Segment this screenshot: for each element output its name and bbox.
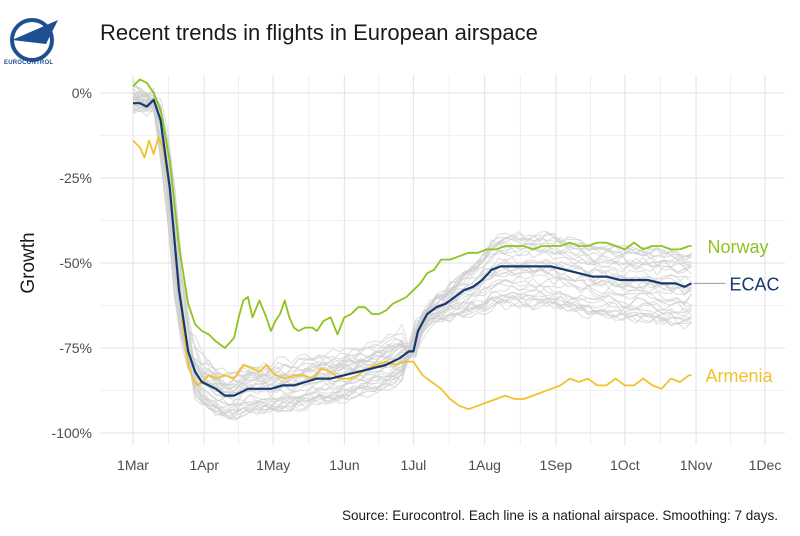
background-series-line <box>132 97 692 391</box>
x-tick-label: 1Sep <box>540 457 573 473</box>
y-axis-title: Growth <box>18 232 39 293</box>
series-label-norway: Norway <box>707 237 768 257</box>
logo-text: EUROCONTROL <box>4 60 54 66</box>
x-axis: 1Mar 1Apr 1May 1Jun 1Jul 1Aug 1Sep 1Oct 1Nov 1Dec <box>117 457 781 473</box>
background-series-line <box>132 106 692 389</box>
x-tick-label: 1Jul <box>401 457 427 473</box>
x-tick-label: 1Aug <box>468 457 501 473</box>
y-tick-label: 0% <box>72 85 92 101</box>
series-label-armenia: Armenia <box>705 366 773 386</box>
series-line-armenia <box>132 136 692 411</box>
x-tick-label: 1Dec <box>749 457 782 473</box>
x-tick-label: 1Mar <box>117 457 149 473</box>
background-series-line <box>132 99 692 413</box>
background-series-line <box>132 94 692 376</box>
y-tick-label: -50% <box>59 255 92 271</box>
background-series-line <box>132 103 692 405</box>
x-tick-label: 1Nov <box>680 457 713 473</box>
y-tick-label: -75% <box>59 340 92 356</box>
background-series-line <box>132 93 692 414</box>
chart-title: Recent trends in flights in European air… <box>100 20 538 45</box>
background-series-line <box>132 91 692 420</box>
y-axis: 0% -25% -50% -75% -100% <box>52 85 92 441</box>
y-tick-label: -100% <box>52 425 92 441</box>
background-series-line <box>132 100 692 417</box>
x-tick-label: 1Oct <box>610 457 640 473</box>
y-tick-label: -25% <box>59 170 92 186</box>
series-line-ecac <box>133 98 692 397</box>
background-series-line <box>132 88 692 417</box>
background-series-line <box>132 103 692 406</box>
x-tick-label: 1Jun <box>329 457 359 473</box>
series-line-norway <box>132 78 692 349</box>
background-series-group <box>132 79 692 421</box>
x-tick-label: 1May <box>256 457 290 473</box>
background-series-line <box>132 104 692 409</box>
highlighted-series-group: Armenia Norway ECAC <box>132 78 779 411</box>
chart-caption: Source: Eurocontrol. Each line is a nati… <box>342 508 778 523</box>
series-label-ecac: ECAC <box>729 274 779 294</box>
x-tick-label: 1Apr <box>189 457 219 473</box>
logo-plane-icon <box>12 20 58 44</box>
eurocontrol-logo <box>10 18 58 62</box>
